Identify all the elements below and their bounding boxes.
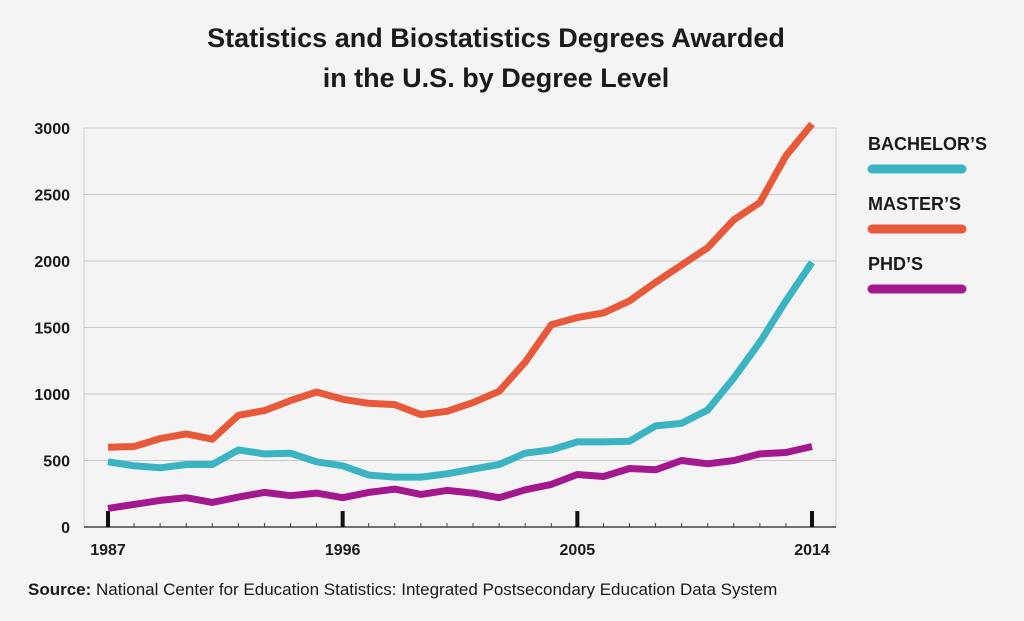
y-tick-label-0: 0 [61, 520, 70, 537]
x-tick-label-2014: 2014 [794, 542, 830, 559]
chart-title-line1: Statistics and Biostatistics Degrees Awa… [207, 23, 785, 53]
y-tick-label-1500: 1500 [34, 321, 70, 338]
chart-title: Statistics and Biostatistics Degrees Awa… [0, 18, 992, 98]
legend-label-master-s: MASTER’S [868, 194, 961, 214]
chart-title-line2: in the U.S. by Degree Level [322, 63, 670, 93]
source-label: Source: [28, 580, 92, 599]
source-note: Source: National Center for Education St… [28, 580, 777, 600]
series-line-phd-s [107, 443, 813, 512]
legend-label-phd-s: PHD’S [868, 254, 923, 274]
y-tick-label-500: 500 [43, 454, 70, 471]
y-tick-label-1000: 1000 [34, 387, 70, 404]
x-tick-label-1987: 1987 [90, 542, 126, 559]
y-tick-label-2000: 2000 [34, 254, 70, 271]
x-tick-label-2005: 2005 [560, 542, 596, 559]
y-tick-label-2500: 2500 [34, 188, 70, 205]
series-line-master-s [107, 121, 815, 451]
legend-label-bachelor-s: BACHELOR’S [868, 134, 987, 154]
source-text: National Center for Education Statistics… [96, 580, 778, 599]
series-line-bachelor-s [107, 260, 815, 481]
x-tick-label-1996: 1996 [325, 542, 361, 559]
y-tick-label-3000: 3000 [34, 121, 70, 138]
